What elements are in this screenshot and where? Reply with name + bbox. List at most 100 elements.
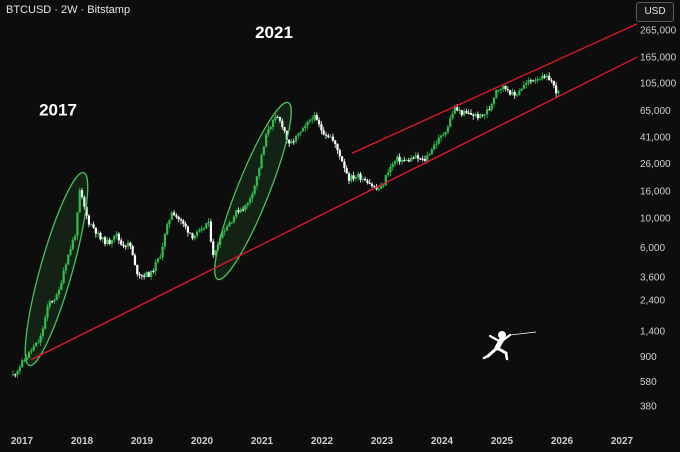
candle-body [278,117,282,121]
x-tick-label: 2019 [131,436,154,447]
candle-body [352,175,355,179]
candle-body [283,127,286,132]
candle-body [248,198,252,203]
candle-body [48,301,51,307]
candle-body [419,158,422,160]
candle-body [488,109,491,111]
x-tick-label: 2022 [311,436,334,447]
candle-body [69,248,72,255]
candle-body [97,232,100,234]
candle-body [149,270,153,277]
channel-line-upper [351,23,638,154]
candle-body [451,113,454,119]
candle-body [317,120,321,125]
candle-body [223,230,226,232]
y-axis: 265,000 165,000 105,000 65,000 41,000 26,000 1… [640,26,677,413]
chart-title: BTCUSD · 2W · Bitstamp [6,4,131,16]
candle-body [437,137,440,144]
candle-body [329,136,332,138]
candle-body [228,222,231,227]
candle-body [177,216,180,220]
y-tick-label: 26,000 [640,159,671,170]
x-tick-label: 2018 [71,436,94,447]
year-annotation: 2017 [39,100,77,119]
candle-body [322,130,325,135]
candle-body [479,114,482,119]
candle-body [16,370,19,375]
candle-body [495,89,498,98]
candle-body [184,223,187,227]
candle-body [315,115,318,121]
candle-body [435,143,438,145]
candle-body [94,227,97,234]
candle-body [53,299,56,302]
candle-body [389,166,392,173]
candle-body [60,283,63,290]
candle-body [159,257,162,259]
candle-body [453,107,456,114]
candle-body [324,134,328,136]
candle-body [122,244,125,246]
candle-body [212,241,215,256]
candle-body [230,222,233,224]
candle-body [416,155,420,159]
candle-body [14,374,17,376]
candle-body [126,242,130,247]
candle-body [120,240,123,245]
candle-body [147,272,150,277]
candle-body [311,119,314,121]
candle-body [182,220,185,224]
candle-body [267,128,270,135]
candle-body [232,216,236,223]
candle-body [525,83,528,86]
x-tick-label: 2026 [551,436,574,447]
candle-body [101,237,104,240]
x-tick-label: 2024 [431,436,454,447]
candle-body [536,79,539,81]
candle-body [242,209,245,211]
candle-body [502,85,505,90]
candle-body [515,94,519,96]
rally-ellipse [214,101,292,281]
candle-body [260,155,263,169]
candle-body [391,163,394,167]
candle-body [552,80,555,86]
candle-body [21,360,24,367]
candle-body [30,350,33,352]
candle-body [205,223,208,229]
candle-body [538,79,542,81]
candle-body [465,111,468,113]
candle-body [255,176,259,186]
candle-body [301,128,305,132]
candle-body [292,141,295,143]
candle-body [62,270,65,284]
candle-body [225,226,229,231]
rally-ellipse [24,171,89,367]
candle-body [304,125,307,129]
candle-body [331,136,334,141]
candle-body [511,92,514,95]
candle-body [198,230,201,232]
candle-body [152,270,155,272]
annotations: 2017 2021 [39,23,293,119]
candle-body [131,246,134,256]
candle-body [555,85,558,94]
candle-body [400,159,404,162]
candle-body [357,173,360,178]
candle-body [472,114,475,116]
candle-body [258,168,261,177]
candle-body [170,212,173,220]
candle-body [350,175,353,181]
candle-body [237,210,240,213]
candle-body [244,204,247,210]
candle-body [449,118,452,127]
x-axis: 2017 2018 2019 2020 2021 2022 2023 2024 2025 2026… [11,436,634,447]
currency-button[interactable]: USD [636,2,674,22]
x-tick-label: 2027 [611,436,634,447]
candle-body [115,233,118,236]
candle-body [145,272,148,277]
candle-body [446,126,450,133]
candle-body [129,242,132,247]
candle-body [474,114,477,116]
